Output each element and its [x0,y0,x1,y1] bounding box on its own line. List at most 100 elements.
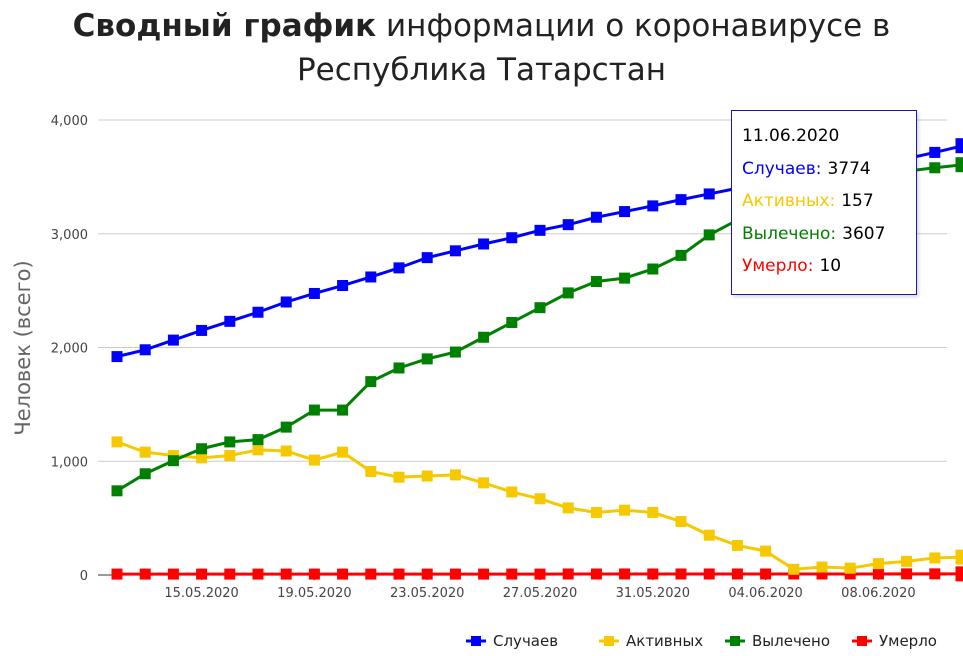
data-point [308,568,320,580]
data-point [534,568,546,580]
data-point [534,302,546,314]
data-point [449,245,461,257]
data-point [506,486,518,498]
data-point [449,346,461,358]
data-point [280,445,292,457]
data-point [647,200,659,212]
data-point [478,238,490,250]
data-point [955,566,963,582]
data-point [590,568,602,580]
chart-tooltip: 11.06.2020 Случаев: 3774 Активных: 157 Выл… [731,110,917,295]
x-tick-label: 15.05.2020 [164,586,238,601]
chart-title-bold: Сводный график [72,8,377,44]
data-point [534,224,546,236]
data-point [929,552,941,564]
data-point [929,146,941,158]
tooltip-active-value: 157 [841,191,874,211]
data-point [703,188,715,200]
data-point [224,450,236,462]
data-point [111,351,123,363]
x-tick-label: 23.05.2020 [390,586,464,601]
data-point [421,252,433,264]
tooltip-row-recovered: Вылечено: 3607 [742,223,916,256]
data-point [562,568,574,580]
data-point [337,568,349,580]
data-point [788,563,800,575]
legend-label: Умерло [879,632,937,650]
data-point [196,452,208,464]
data-point [478,568,490,580]
data-point [308,287,320,299]
data-point [421,568,433,580]
data-point [955,549,963,565]
data-point [252,568,264,580]
x-tick-label: 19.05.2020 [277,586,351,601]
tooltip-deaths-value: 10 [819,256,842,276]
legend-marker [730,636,740,646]
tooltip-recovered-value: 3607 [842,223,886,244]
data-point [675,249,687,261]
data-point [703,568,715,580]
data-point [280,421,292,433]
data-point [167,334,179,346]
legend-label: Случаев [493,632,558,650]
data-point [506,568,518,580]
data-point [955,138,963,154]
data-point [619,272,631,284]
chart-title: Сводный график информации о коронавирусе… [0,4,963,92]
tooltip-row-deaths: Умерло: 10 [742,255,916,288]
data-point [252,434,264,446]
x-tick-label: 04.06.2020 [728,586,802,601]
data-point [647,568,659,580]
data-point [111,568,123,580]
data-point [619,206,631,218]
y-tick-label: 3,000 [51,228,88,243]
chart-title-rest: информации о коронавирусе в Республика Т… [296,8,891,88]
data-point [337,280,349,292]
data-point [590,211,602,223]
data-point [280,568,292,580]
data-point [421,470,433,482]
data-point [675,568,687,580]
tooltip-date: 11.06.2020 [742,126,840,146]
data-point [955,157,963,173]
data-point [139,344,151,356]
data-point [816,561,828,573]
x-tick-label: 27.05.2020 [503,586,577,601]
legend-marker [857,636,867,646]
data-point [393,471,405,483]
y-axis-label: Человек (всего) [11,260,35,435]
tooltip-active-label: Активных: [742,191,836,211]
tooltip-recovered-label: Вылечено: [742,223,837,244]
y-tick-label: 4,000 [51,114,88,129]
data-point [844,562,856,574]
data-point [929,568,941,580]
data-point [365,465,377,477]
data-point [196,568,208,580]
data-point [252,444,264,456]
tooltip-cases-label: Случаев: [742,158,822,179]
data-point [590,276,602,288]
data-point [478,477,490,489]
data-point [619,568,631,580]
data-point [619,504,631,516]
data-point [590,506,602,518]
legend-label: Вылечено [752,632,830,650]
data-point [167,568,179,580]
data-point [139,446,151,458]
data-point [675,194,687,206]
data-point [224,568,236,580]
data-point [196,324,208,336]
data-point [872,558,884,570]
data-point [449,568,461,580]
y-tick-label: 0 [80,569,88,584]
data-point [562,287,574,299]
data-point [280,296,292,308]
data-point [167,455,179,467]
data-point [308,404,320,416]
data-point [393,362,405,374]
data-point [901,568,913,580]
data-point [901,555,913,567]
data-point [760,568,772,580]
